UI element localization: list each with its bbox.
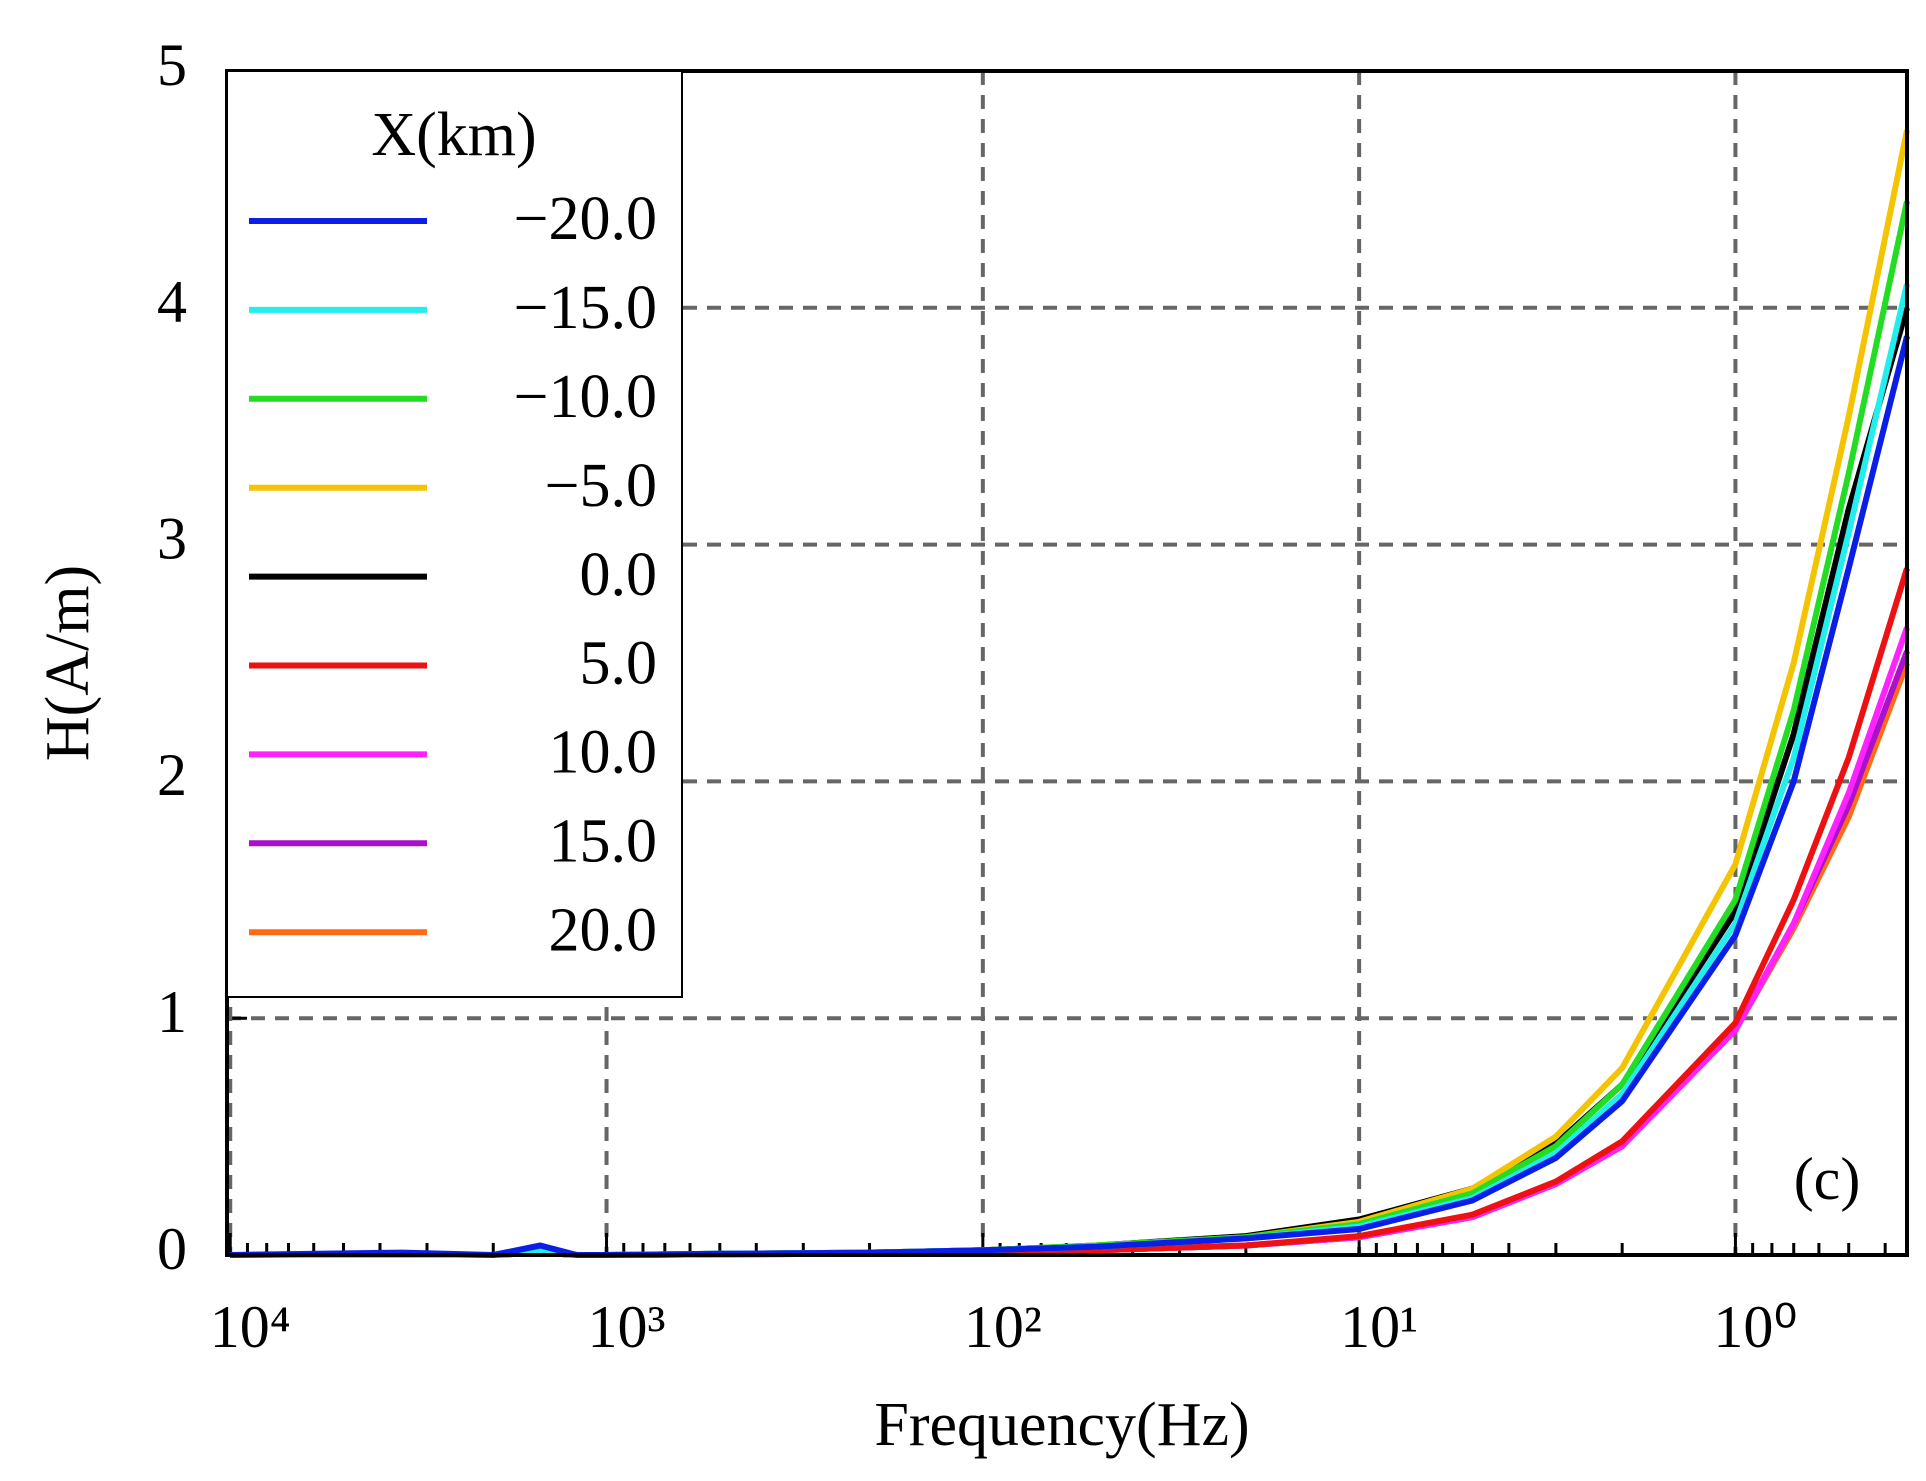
legend-label: 15.0 <box>549 808 658 876</box>
legend-label: 10.0 <box>549 719 658 787</box>
legend-label: −20.0 <box>514 185 657 253</box>
y-tick-label: 4 <box>157 269 187 335</box>
legend-label: 20.0 <box>549 896 658 964</box>
x-axis-label: Frequency(Hz) <box>874 1391 1249 1459</box>
x-tick-label: 10¹ <box>1340 1294 1418 1360</box>
legend-label: −5.0 <box>545 452 657 520</box>
legend-title: X(km) <box>371 101 536 169</box>
y-tick-label: 1 <box>157 979 187 1045</box>
y-tick-label: 0 <box>157 1216 187 1282</box>
data-line <box>230 335 1910 1258</box>
x-tick-label: 10⁴ <box>210 1294 291 1360</box>
x-tick-label: 10⁰ <box>1713 1294 1797 1360</box>
y-tick-label: 2 <box>157 742 187 808</box>
legend: X(km) −20.0 −15.0 −10.0 −5.0 0.0 5.0 10.0 15.0 20… <box>226 70 683 998</box>
legend-label: −15.0 <box>514 274 657 342</box>
x-tick-label: 10² <box>964 1294 1042 1360</box>
legend-label: −10.0 <box>514 363 657 431</box>
y-tick-label: 5 <box>157 32 187 98</box>
legend-label: 5.0 <box>580 630 658 698</box>
annotation: (c) <box>1794 1146 1861 1212</box>
y-axis-label: H(A/m) <box>34 565 102 761</box>
y-tick-label: 3 <box>157 505 187 571</box>
legend-label: 0.0 <box>580 541 658 609</box>
x-tick-label: 10³ <box>588 1294 666 1360</box>
